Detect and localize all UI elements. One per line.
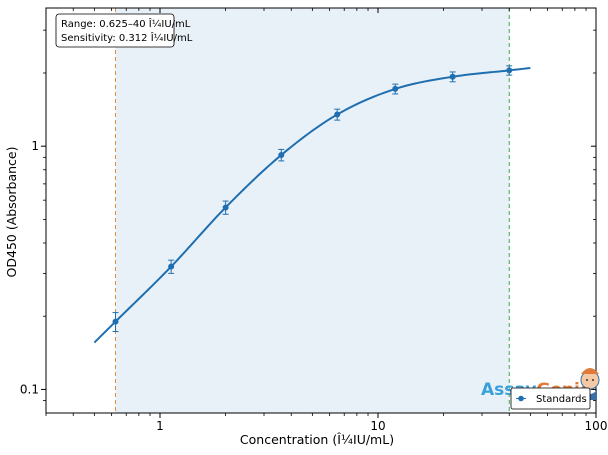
legend-frame (510, 387, 591, 410)
data-point (449, 73, 456, 80)
info-range-text: Range: 0.625–40 Î¼IU/mL (61, 17, 191, 30)
data-point (168, 263, 175, 270)
x-axis-title: Concentration (Î¼IU/mL) (240, 432, 394, 447)
axis-ticks: 1 10 100 0.1 1 (20, 8, 608, 433)
info-box: Range: 0.625–40 Î¼IU/mL Sensitivity: 0.3… (55, 13, 193, 48)
data-point (278, 152, 285, 159)
y-tick-label: 1 (31, 139, 39, 153)
plot-frame (45, 7, 597, 414)
assay-range-shade (115, 8, 510, 413)
x-tick-label: 10 (370, 419, 385, 433)
data-point (334, 111, 341, 118)
data-points-group (112, 65, 513, 333)
y-axis-title: OD450 (Absorbance) (4, 147, 19, 278)
info-sensitivity-text: Sensitivity: 0.312 Î¼IU/mL (61, 31, 193, 44)
data-point (222, 204, 229, 211)
x-tick-label: 1 (156, 419, 164, 433)
y-tick-label: 0.1 (20, 382, 39, 396)
data-point (112, 318, 119, 325)
legend-label-standards: Standards (536, 394, 587, 405)
fit-curve (93, 67, 531, 344)
legend: Standards (510, 387, 591, 410)
data-point (506, 67, 513, 74)
legend-marker (518, 395, 524, 402)
fit-curve-group (93, 67, 531, 344)
x-tick-label: 100 (585, 419, 608, 433)
data-point (392, 85, 399, 92)
info-box-frame (55, 13, 175, 48)
